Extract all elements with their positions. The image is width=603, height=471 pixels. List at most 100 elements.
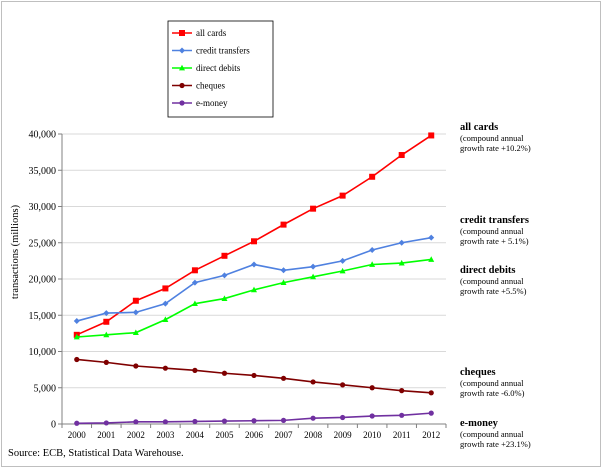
data-point <box>399 412 405 418</box>
data-point <box>74 420 80 426</box>
data-point <box>340 414 346 421</box>
data-point <box>73 318 80 325</box>
data-point <box>369 173 376 180</box>
gridlines <box>62 133 446 389</box>
data-point <box>191 267 198 274</box>
x-tick-label: 2010 <box>363 430 382 440</box>
x-tick-label: 2012 <box>422 430 440 440</box>
data-point <box>221 272 228 279</box>
data-point <box>339 267 346 274</box>
data-point <box>191 300 198 307</box>
series-credit-transfers <box>73 234 435 325</box>
data-point <box>251 372 257 379</box>
data-point <box>280 375 287 381</box>
annotation-title: e-money <box>460 418 499 429</box>
data-point <box>310 205 317 212</box>
data-point <box>251 238 257 245</box>
x-tick-label: 2011 <box>393 430 411 440</box>
data-point <box>369 261 376 267</box>
y-tick-labels: 0 5,000 10,000 15,000 20,000 25,000 30,000 35,0… <box>29 130 57 431</box>
data-point <box>428 132 435 139</box>
data-point <box>191 279 198 286</box>
data-point <box>221 370 228 376</box>
legend-swatch-marker <box>179 30 185 36</box>
data-point <box>162 419 168 425</box>
data-point <box>398 152 405 159</box>
data-point <box>103 318 110 325</box>
y-axis-label: transactions (millions) <box>10 204 21 299</box>
annotation-note: (compound annual <box>460 276 524 286</box>
annotation-note: (compound annual <box>460 226 524 236</box>
x-tick-label: 2001 <box>97 430 115 440</box>
data-point <box>221 252 228 259</box>
y-tick-label: 10,000 <box>29 347 57 358</box>
legend-swatch-marker <box>179 64 185 71</box>
axes <box>58 133 447 428</box>
x-tick-label: 2002 <box>127 430 145 440</box>
y-tick-label: 5,000 <box>34 383 57 394</box>
x-tick-labels: 2000 2001 2002 2003 2004 2005 2006 2007 2008 2009… <box>68 430 440 440</box>
data-point <box>162 300 169 307</box>
legend: all cards credit transfers direct debits ch… <box>167 20 274 118</box>
y-tick-label: 15,000 <box>29 311 57 322</box>
x-tick-label: 2004 <box>186 430 205 440</box>
data-point <box>103 310 110 317</box>
x-tick-label: 2000 <box>68 430 87 440</box>
data-point <box>280 279 287 286</box>
y-tick-label: 35,000 <box>29 166 57 177</box>
data-point <box>221 295 228 301</box>
data-point <box>310 379 316 385</box>
annotation-title: all cards <box>460 122 498 133</box>
data-point <box>339 192 346 199</box>
data-point <box>192 367 198 373</box>
data-point <box>162 316 169 322</box>
x-tick-label: 2006 <box>245 430 264 440</box>
data-point <box>73 333 80 340</box>
data-point <box>132 309 139 316</box>
annotation-note: growth rate -6.0%) <box>460 388 525 398</box>
data-point <box>340 382 346 388</box>
legend-label: e-money <box>196 98 228 108</box>
legend-label: credit transfers <box>196 46 250 56</box>
annotation-note: growth rate + 5.1%) <box>460 236 529 246</box>
y-tick-label: 30,000 <box>29 202 57 213</box>
series-e-money <box>74 410 434 426</box>
data-point <box>192 418 198 425</box>
annotation-note: (compound annual <box>460 429 524 439</box>
series-all-cards <box>73 132 435 338</box>
series-layer <box>73 132 435 426</box>
legend-label: all cards <box>196 28 227 38</box>
data-point <box>428 234 435 241</box>
annotation-note: growth rate +5.5%) <box>460 286 527 296</box>
legend-swatch-marker <box>179 47 185 54</box>
data-point <box>103 331 110 338</box>
data-point <box>133 419 139 425</box>
line-chart: 0 5,000 10,000 15,000 20,000 25,000 30,000 35,0… <box>8 20 531 459</box>
data-point <box>310 415 316 421</box>
data-point <box>103 420 109 426</box>
data-point <box>399 388 405 394</box>
legend-swatch-marker <box>179 100 185 106</box>
data-point <box>369 385 375 391</box>
data-point <box>133 363 139 369</box>
data-point <box>339 257 346 264</box>
y-tick-label: 20,000 <box>29 275 57 286</box>
data-point <box>132 329 139 336</box>
y-tick-label: 25,000 <box>29 238 57 249</box>
data-point <box>428 390 434 396</box>
legend-label: direct debits <box>196 63 241 73</box>
x-tick-label: 2007 <box>275 430 294 440</box>
data-point <box>162 365 168 371</box>
data-point <box>369 413 375 419</box>
annotation-title: cheques <box>460 367 496 378</box>
y-tick-label: 40,000 <box>29 130 57 141</box>
data-point <box>74 356 80 363</box>
annotation-title: credit transfers <box>460 215 529 226</box>
y-tick-label: 0 <box>51 420 56 431</box>
data-point <box>428 256 435 262</box>
